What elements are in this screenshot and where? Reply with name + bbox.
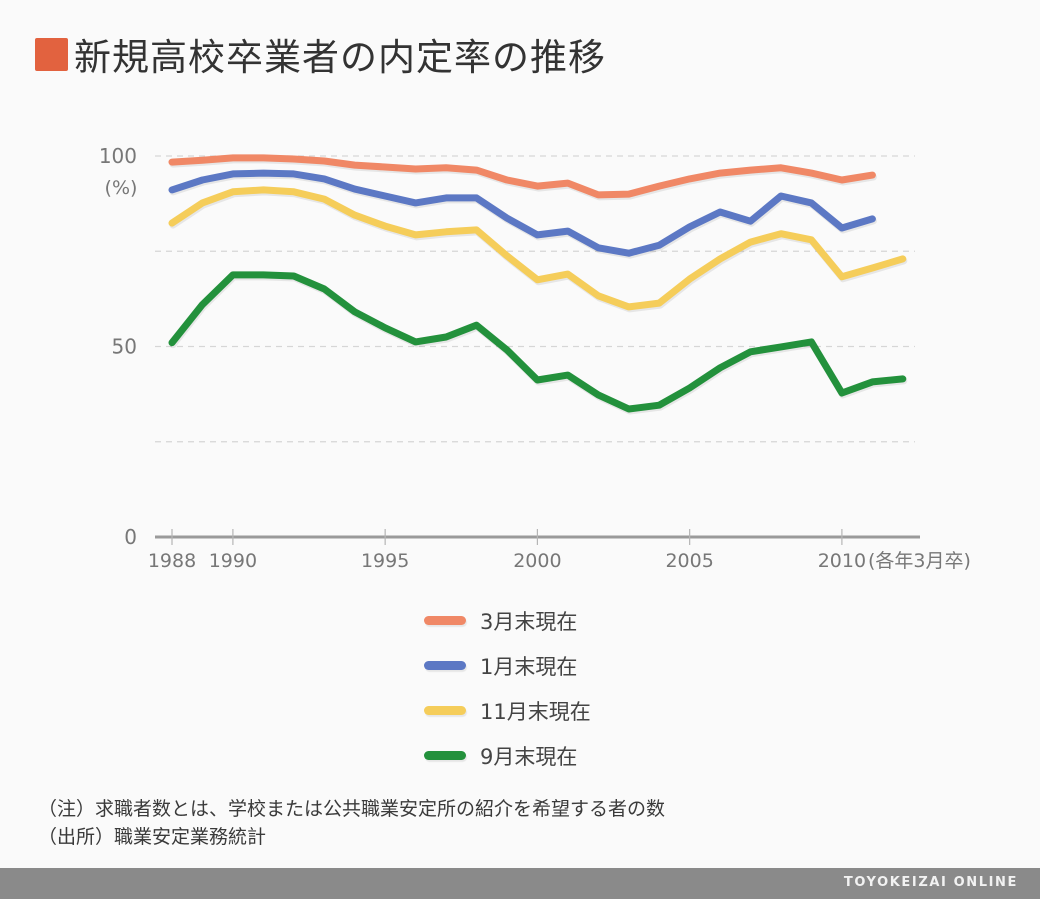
title-accent-square [35, 37, 68, 71]
footer-bar: TOYOKEIZAI ONLINE [0, 868, 1040, 899]
series-shadow [169, 188, 908, 313]
x-tick-label: 1995 [361, 550, 409, 572]
x-tick-label: 2005 [665, 550, 713, 572]
x-axis-label: (各年3月卒) [868, 550, 971, 572]
legend: 3月末現在 1月末現在 11月末現在 9月末現在 [424, 598, 591, 778]
axes: (%) (各年3月卒) 0 50 100 1988 1990 1995 2000 2005 20… [99, 144, 971, 572]
y-axis-label: (%) [105, 177, 138, 199]
legend-swatch [424, 661, 466, 670]
footer-brand: TOYOKEIZAI ONLINE [843, 875, 1018, 890]
legend-label: 3月末現在 [480, 609, 578, 634]
series-line-3 [168, 271, 907, 413]
y-tick-label: 0 [124, 525, 137, 549]
x-tick-label: 1990 [209, 550, 257, 572]
legend-swatch [424, 751, 466, 760]
chart-title: 新規高校卒業者の内定率の推移 [35, 26, 606, 82]
series-lines [168, 154, 908, 415]
legend-swatch [424, 616, 466, 625]
x-tick-label: 2010 [818, 550, 866, 572]
series-line-2 [168, 186, 907, 311]
note-text: （注）求職者数とは、学校または公共職業安定所の紹介を希望する者の数 [38, 798, 666, 820]
legend-item-january: 1月末現在 [424, 643, 591, 688]
legend-item-september: 9月末現在 [424, 733, 591, 778]
series-line-1 [168, 169, 876, 257]
notes: （注）求職者数とは、学校または公共職業安定所の紹介を希望する者の数 （出所）職業… [38, 795, 665, 851]
legend-item-november: 11月末現在 [424, 688, 591, 733]
title-text: 新規高校卒業者の内定率の推移 [74, 36, 606, 79]
y-tick-label: 50 [112, 335, 137, 359]
legend-item-march: 3月末現在 [424, 598, 591, 643]
x-tick-label: 2000 [513, 550, 561, 572]
series-line-0 [168, 154, 876, 199]
legend-swatch [424, 706, 466, 715]
line-chart: (%) (各年3月卒) 0 50 100 1988 1990 1995 2000 2005 20… [99, 144, 971, 572]
source-text: （出所）職業安定業務統計 [38, 826, 267, 848]
legend-label: 11月末現在 [480, 699, 591, 724]
y-tick-label: 100 [99, 144, 137, 168]
legend-label: 9月末現在 [480, 744, 578, 769]
legend-label: 1月末現在 [480, 654, 578, 679]
x-tick-label: 1988 [148, 550, 196, 572]
